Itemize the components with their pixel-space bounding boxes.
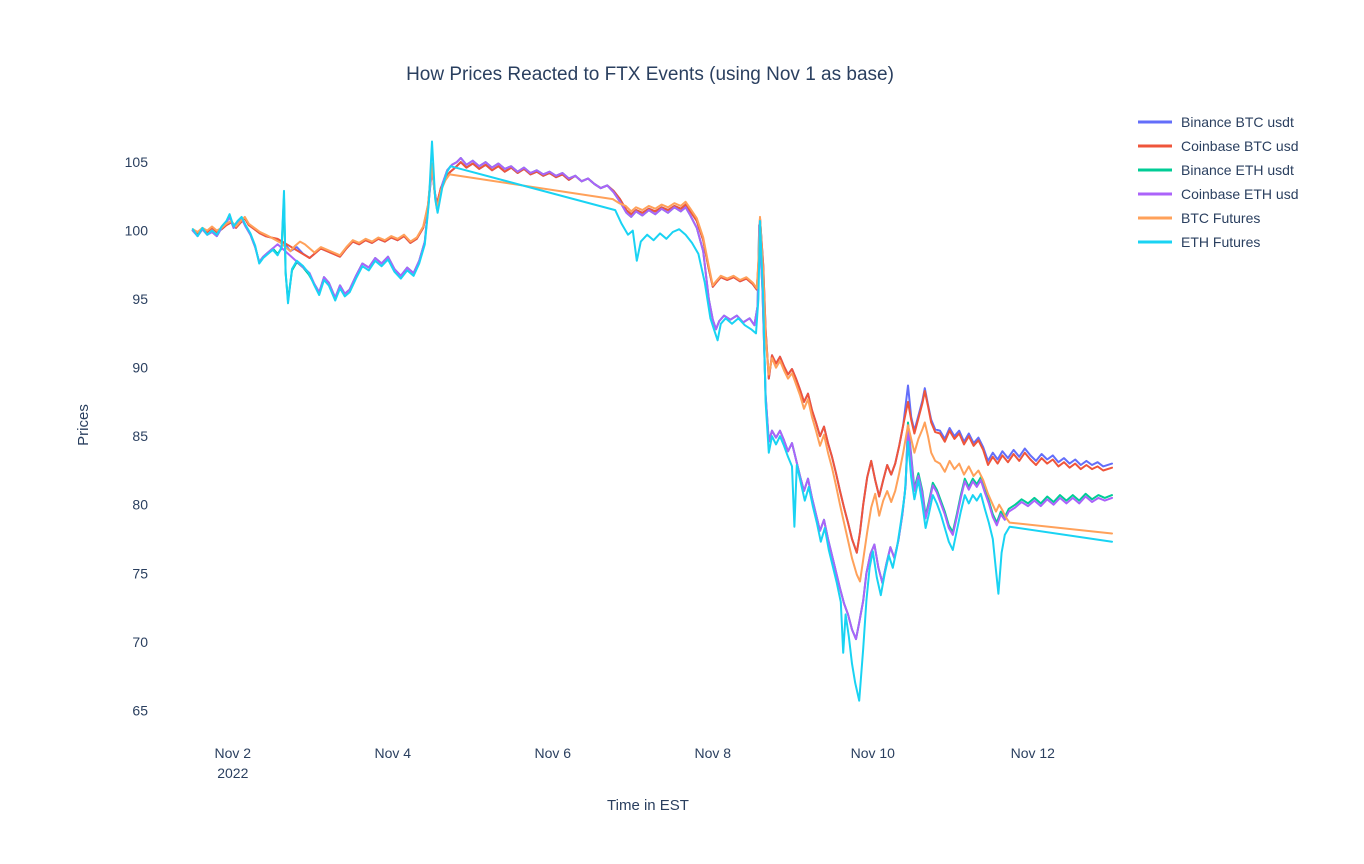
x-tick-sublabel: 2022: [217, 765, 248, 781]
x-tick-label: Nov 6: [535, 745, 572, 761]
x-tick-label: Nov 2: [215, 745, 252, 761]
y-tick-label: 90: [132, 360, 148, 376]
y-axis-title: Prices: [75, 404, 92, 446]
legend-label-btc-futures: BTC Futures: [1181, 210, 1260, 226]
legend-item-eth-futures[interactable]: ETH Futures: [1138, 234, 1260, 250]
legend-item-binance-eth-usdt[interactable]: Binance ETH usdt: [1138, 162, 1294, 178]
x-tick-label: Nov 8: [695, 745, 732, 761]
x-tick-label: Nov 12: [1011, 745, 1056, 761]
y-tick-label: 70: [132, 634, 148, 650]
legend-label-binance-btc-usdt: Binance BTC usdt: [1181, 114, 1294, 130]
chart-title: How Prices Reacted to FTX Events (using …: [406, 64, 894, 85]
y-tick-label: 75: [132, 565, 148, 581]
y-axis-ticks: 65 70 75 80 85 90 95 100 105: [125, 154, 149, 718]
legend: Binance BTC usdt Coinbase BTC usd Binance …: [1138, 114, 1299, 250]
series-line-coinbase-eth-usd[interactable]: [191, 157, 1113, 641]
y-tick-label: 65: [132, 702, 148, 718]
series-line-eth-futures[interactable]: [191, 140, 1113, 702]
y-tick-label: 105: [125, 154, 149, 170]
series-line-btc-futures[interactable]: [191, 162, 1113, 583]
legend-label-binance-eth-usdt: Binance ETH usdt: [1181, 162, 1294, 178]
legend-label-coinbase-eth-usd: Coinbase ETH usd: [1181, 186, 1299, 202]
x-axis-ticks: Nov 2 2022 Nov 4 Nov 6 Nov 8 Nov 10 Nov 12: [215, 745, 1056, 781]
legend-item-binance-btc-usdt[interactable]: Binance BTC usdt: [1138, 114, 1294, 130]
x-tick-label: Nov 10: [851, 745, 896, 761]
y-tick-label: 100: [125, 223, 149, 239]
y-tick-label: 80: [132, 497, 148, 513]
series-lines: [191, 140, 1113, 702]
legend-item-coinbase-btc-usd[interactable]: Coinbase BTC usd: [1138, 138, 1299, 154]
legend-item-coinbase-eth-usd[interactable]: Coinbase ETH usd: [1138, 186, 1299, 202]
legend-label-eth-futures: ETH Futures: [1181, 234, 1260, 250]
y-tick-label: 95: [132, 291, 148, 307]
legend-item-btc-futures[interactable]: BTC Futures: [1138, 210, 1260, 226]
legend-label-coinbase-btc-usd: Coinbase BTC usd: [1181, 138, 1299, 154]
x-tick-label: Nov 4: [375, 745, 412, 761]
x-axis-title: Time in EST: [607, 797, 689, 814]
y-tick-label: 85: [132, 428, 148, 444]
